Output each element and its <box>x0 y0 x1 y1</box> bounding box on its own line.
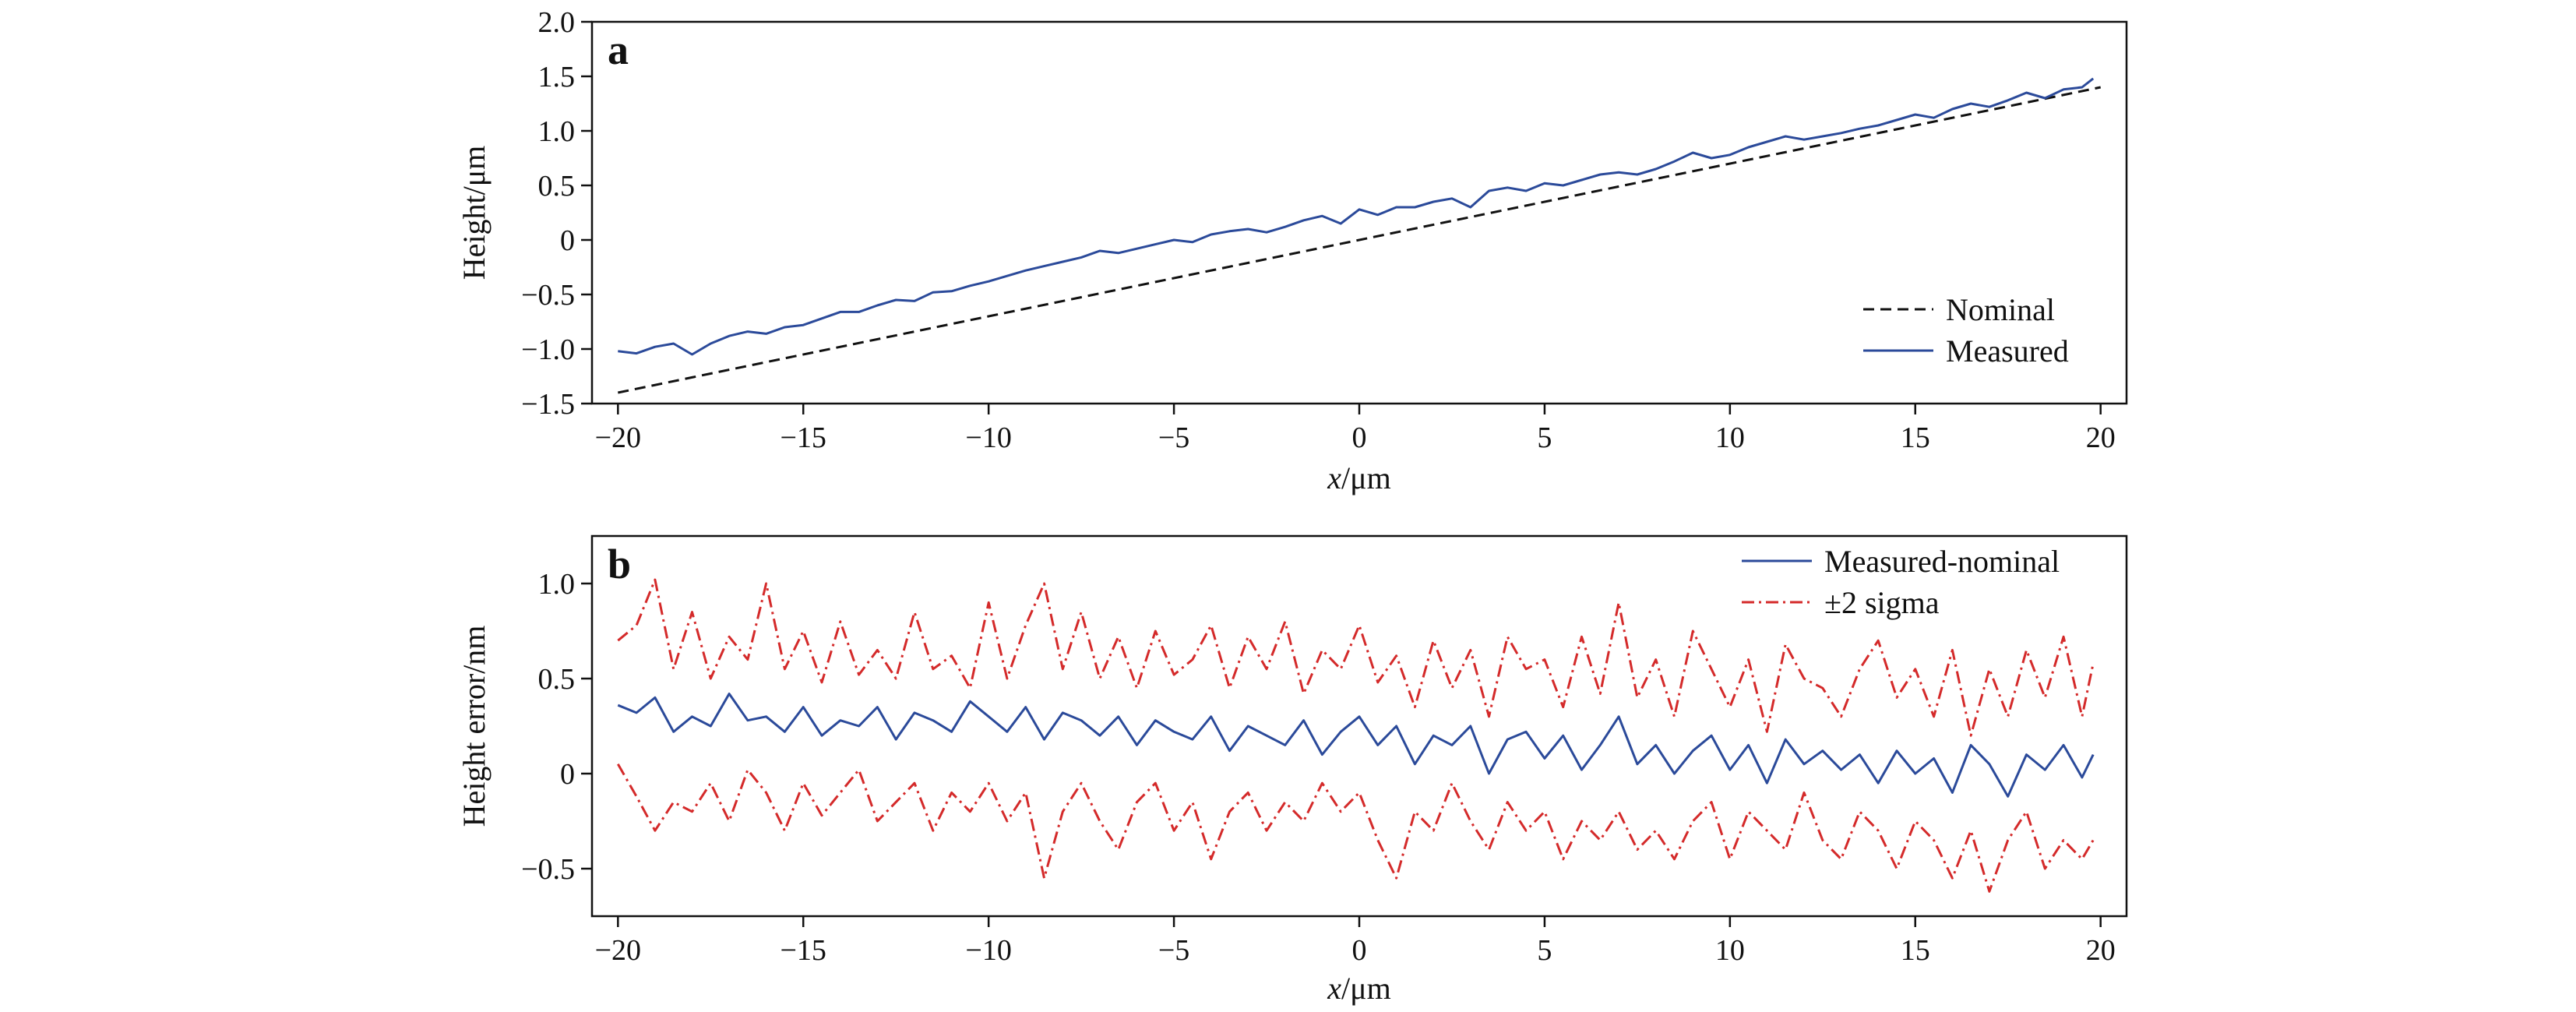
panel-b-legend: Measured-nominal ±2 sigma <box>1742 544 2060 620</box>
panel-b-chart: −20 −15 −10 −5 0 5 10 15 20 −0.5 0 0.5 1.0 b Height… <box>456 534 2128 1006</box>
panel-a-series-layer <box>617 77 2102 394</box>
panel-a-ytick-label: 2.0 <box>538 6 576 39</box>
panel-a-ytick-label: −0.5 <box>521 279 575 312</box>
panel-b-xtick-label: 0 <box>1352 934 1367 967</box>
panel-b-xtick-label: 20 <box>2086 934 2116 967</box>
panel-b-series-layer <box>616 578 2095 893</box>
panel-b-series-line-1 <box>617 578 2095 737</box>
panel-b-ytick-label: 0 <box>560 758 575 791</box>
panel-b-y-ticks: −0.5 0 0.5 1.0 <box>521 568 592 886</box>
legend-label-measured: Measured <box>1946 333 2069 368</box>
panel-b-xtick-label: 5 <box>1537 934 1552 967</box>
panel-b-xlabel-var: x <box>1327 971 1341 1006</box>
panel-b-xtick-label: 15 <box>1901 934 1930 967</box>
panel-a-series-line-0 <box>617 86 2102 394</box>
panel-b-xtick-label: −5 <box>1158 934 1189 967</box>
panel-a-plot-frame <box>590 20 2128 405</box>
panel-b-ylabel: Height error/nm <box>456 626 492 827</box>
panel-b-ytick-label: 0.5 <box>538 663 576 696</box>
panel-b-xlabel-unit: /μm <box>1341 971 1391 1006</box>
panel-a-y-ticks: −1.5 −1.0 −0.5 0 0.5 1.0 1.5 2.0 <box>521 6 592 421</box>
panel-a-xtick-label: 15 <box>1901 421 1930 454</box>
panel-b-ytick-label: −0.5 <box>521 853 575 886</box>
panel-a-letter: a <box>608 26 629 73</box>
panel-a-ylabel: Height/μm <box>456 146 492 280</box>
panel-a-xlabel: x/μm <box>1327 460 1390 495</box>
panel-b-x-ticks: −20 −15 −10 −5 0 5 10 15 20 <box>595 916 2116 967</box>
panel-a-xtick-label: −20 <box>595 421 641 454</box>
panel-a-xtick-label: 20 <box>2086 421 2116 454</box>
panel-b-xlabel: x/μm <box>1327 971 1390 1006</box>
panel-a-xtick-label: −10 <box>965 421 1011 454</box>
panel-a-series-line-1 <box>618 77 2095 356</box>
panel-a-xtick-label: 0 <box>1352 421 1367 454</box>
panel-a-xlabel-var: x <box>1327 460 1341 495</box>
panel-a-xtick-label: −5 <box>1158 421 1189 454</box>
panel-b-ytick-label: 1.0 <box>538 568 576 601</box>
panel-a-ytick-label: 1.5 <box>538 61 576 93</box>
legend-label-nominal: Nominal <box>1946 292 2055 327</box>
panel-b-letter: b <box>608 541 631 587</box>
panel-a-x-ticks: −20 −15 −10 −5 0 5 10 15 20 <box>595 404 2116 454</box>
panel-a-legend: Nominal Measured <box>1863 292 2069 368</box>
panel-a-ytick-label: 0.5 <box>538 170 576 203</box>
panel-b-xtick-label: −10 <box>965 934 1011 967</box>
panel-b-xtick-label: 10 <box>1715 934 1745 967</box>
panel-b-series-line-0 <box>617 693 2095 798</box>
panel-a-ytick-label: −1.0 <box>521 333 575 366</box>
panel-b-xtick-label: −20 <box>595 934 641 967</box>
panel-b-series-line-2 <box>616 763 2095 893</box>
panel-a-xtick-label: 5 <box>1537 421 1552 454</box>
panel-a-chart: −20 −15 −10 −5 0 5 10 15 20 −1.5 −1.0 −0.5 0 0.5 1.0 1… <box>456 6 2128 495</box>
panel-a-xtick-label: 10 <box>1715 421 1745 454</box>
panel-a-ytick-label: 0 <box>560 224 575 257</box>
panel-a-ytick-label: 1.0 <box>538 115 576 148</box>
panel-a-ytick-label: −1.5 <box>521 388 575 421</box>
panel-a-xtick-label: −15 <box>781 421 826 454</box>
panel-a-xlabel-unit: /μm <box>1341 460 1391 495</box>
legend-label-2sigma: ±2 sigma <box>1824 585 1940 620</box>
legend-label-measured-nominal: Measured-nominal <box>1824 544 2060 579</box>
panel-b-xtick-label: −15 <box>781 934 826 967</box>
